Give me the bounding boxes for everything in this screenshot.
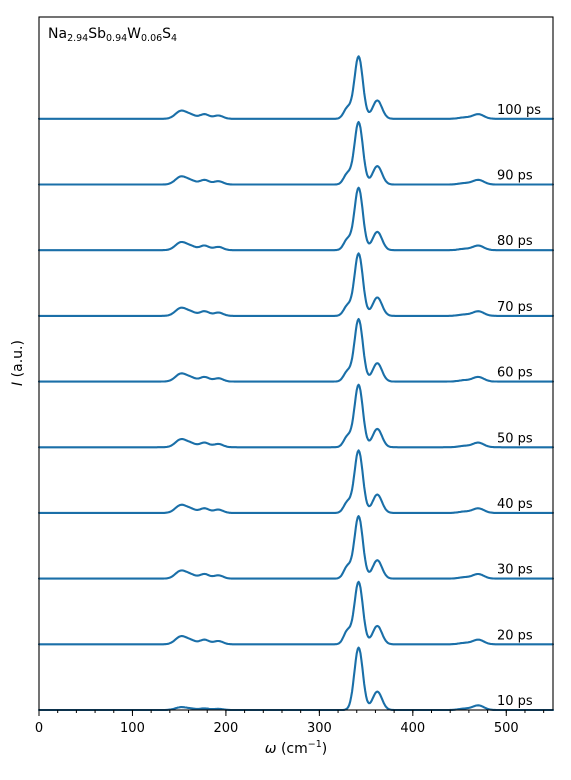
series-label-1: 10 ps bbox=[497, 694, 533, 709]
series-label-5: 50 ps bbox=[497, 431, 533, 446]
series-label-9: 90 ps bbox=[497, 169, 533, 184]
series-line-10 bbox=[37, 55, 555, 120]
x-tick-label: 300 bbox=[307, 721, 332, 736]
series-label-2: 20 ps bbox=[497, 628, 533, 643]
series-line-2 bbox=[37, 580, 555, 646]
series-line-5 bbox=[37, 383, 555, 449]
x-axis-ticks: 0 100 200 300 400 500 bbox=[35, 710, 545, 736]
series-line-4 bbox=[37, 449, 555, 514]
series-label-7: 70 ps bbox=[497, 300, 533, 315]
x-tick-label: 500 bbox=[494, 721, 519, 736]
x-tick-label: 0 bbox=[35, 721, 43, 736]
series-line-1 bbox=[37, 646, 555, 712]
series-line-3 bbox=[37, 515, 555, 580]
series-labels: 10 ps 20 ps 30 ps 40 ps 50 ps 60 ps 70 ps 80 ps… bbox=[497, 103, 541, 709]
x-tick-label: 100 bbox=[120, 721, 145, 736]
x-tick-label: 400 bbox=[400, 721, 425, 736]
series-line-7 bbox=[37, 252, 555, 317]
x-tick-label: 200 bbox=[213, 721, 238, 736]
series-label-10: 100 ps bbox=[497, 103, 541, 118]
series-label-3: 30 ps bbox=[497, 563, 533, 578]
series-line-9 bbox=[37, 120, 555, 186]
x-axis-label: ω (cm−1) bbox=[265, 739, 327, 757]
chart-title: Na2.94Sb0.94W0.06S4 bbox=[48, 26, 177, 44]
plot-frame bbox=[38, 16, 554, 711]
y-axis-label: I (a.u.) bbox=[10, 340, 26, 386]
series-label-8: 80 ps bbox=[497, 234, 533, 249]
series-line-8 bbox=[37, 186, 555, 252]
series-label-6: 60 ps bbox=[497, 366, 533, 381]
series-traces bbox=[37, 55, 555, 712]
series-line-6 bbox=[37, 317, 555, 383]
series-label-4: 40 ps bbox=[497, 497, 533, 512]
